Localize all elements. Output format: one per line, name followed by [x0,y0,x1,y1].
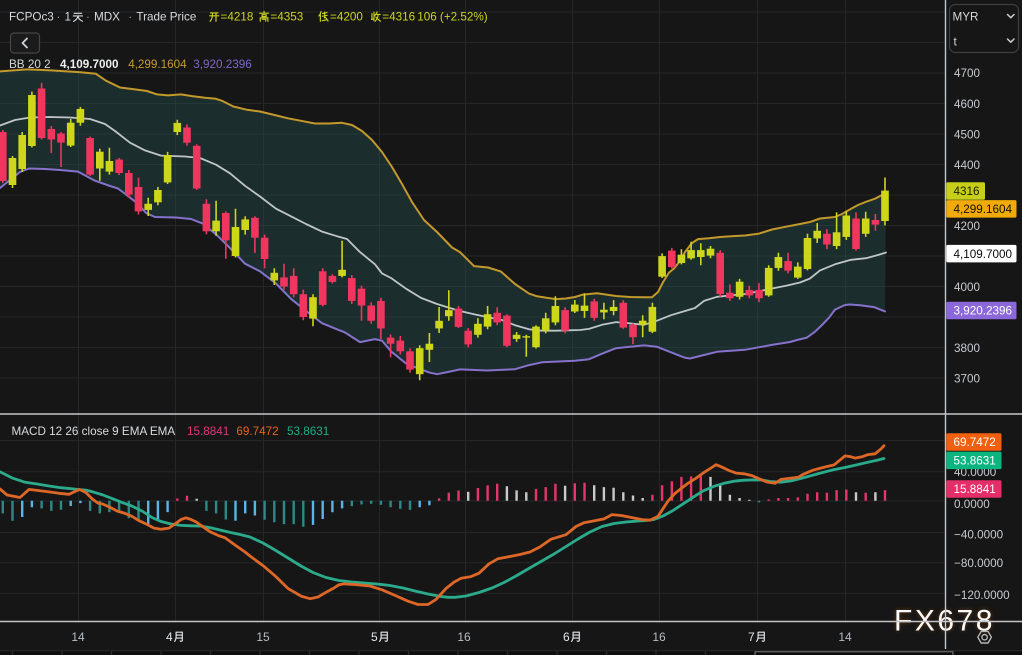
svg-text:MYR: MYR [953,11,979,24]
svg-text:4000: 4000 [954,281,981,294]
svg-text:·: · [57,11,61,24]
svg-text:16: 16 [457,630,471,644]
svg-text:4500: 4500 [954,128,981,141]
svg-text:7: 7 [748,630,755,644]
svg-text:69.7472: 69.7472 [954,436,996,449]
svg-text:4600: 4600 [954,98,981,111]
svg-text:MDX: MDX [94,11,120,24]
svg-text:4400: 4400 [954,159,981,172]
svg-text:69.7472: 69.7472 [236,425,278,438]
svg-text:−40.0000: −40.0000 [954,529,1004,542]
svg-text:·: · [86,11,90,24]
svg-text:40.0000: 40.0000 [954,466,997,479]
svg-text:16: 16 [652,630,666,644]
svg-text:15.8841: 15.8841 [954,483,996,496]
svg-text:106 (+2.52%): 106 (+2.52%) [417,11,488,24]
svg-text:15.8841: 15.8841 [187,425,229,438]
svg-text:5: 5 [371,630,378,644]
svg-text:−80.0000: −80.0000 [954,557,1004,570]
svg-text:15: 15 [256,630,270,644]
svg-text:=4353: =4353 [270,11,303,24]
svg-text:·: · [128,11,132,24]
svg-text:=4200: =4200 [330,11,363,24]
svg-text:=4218: =4218 [221,11,254,24]
svg-text:3700: 3700 [954,373,981,386]
svg-text:MACD 12 26 close 9 EMA EMA: MACD 12 26 close 9 EMA EMA [12,425,176,438]
svg-text:4700: 4700 [954,67,981,80]
svg-text:=4316: =4316 [382,11,415,24]
svg-text:53.8631: 53.8631 [287,425,329,438]
svg-text:14: 14 [838,630,852,644]
svg-text:4: 4 [166,630,173,644]
svg-text:FCPOc3: FCPOc3 [9,11,54,24]
svg-text:6: 6 [563,630,570,644]
svg-text:4,109.7000: 4,109.7000 [954,248,1013,261]
svg-text:BB 20 2: BB 20 2 [9,58,51,71]
svg-text:4316: 4316 [954,185,980,198]
svg-text:0.0000: 0.0000 [954,498,990,511]
svg-text:1: 1 [65,11,72,24]
svg-text:4,299.1604: 4,299.1604 [954,203,1013,216]
svg-text:4,299.1604: 4,299.1604 [128,58,187,71]
svg-text:t: t [954,35,958,48]
svg-text:Trade Price: Trade Price [136,11,196,24]
svg-text:53.8631: 53.8631 [954,455,996,468]
svg-text:4200: 4200 [954,220,981,233]
svg-text:4,109.7000: 4,109.7000 [60,58,119,71]
svg-text:3,920.2396: 3,920.2396 [193,58,252,71]
svg-text:3,920.2396: 3,920.2396 [954,305,1013,318]
svg-text:3800: 3800 [954,342,981,355]
svg-text:14: 14 [71,630,85,644]
svg-text:−120.0000: −120.0000 [954,589,1010,602]
